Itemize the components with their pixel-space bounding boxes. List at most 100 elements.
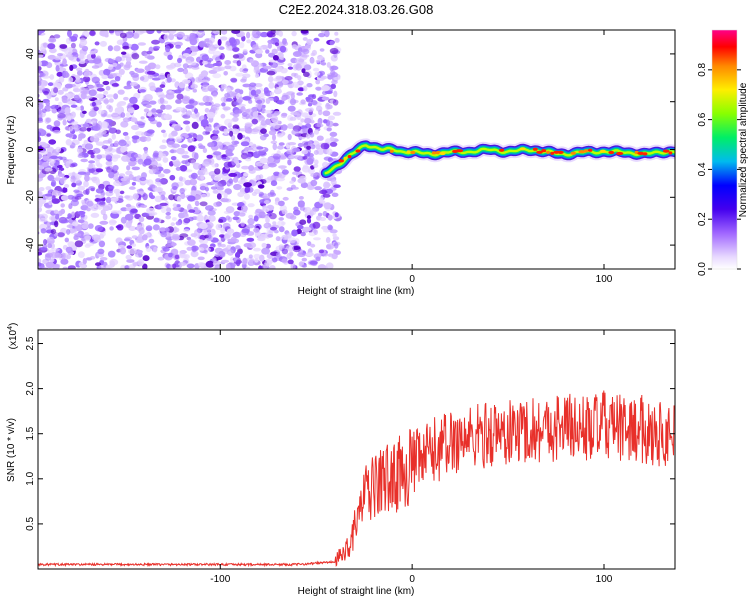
- noise-speckle: [281, 258, 288, 264]
- noise-speckle: [204, 101, 212, 106]
- y-tick-label: 20: [25, 96, 36, 108]
- noise-speckle: [95, 168, 104, 173]
- noise-speckle: [274, 42, 280, 47]
- noise-speckle: [118, 68, 125, 75]
- noise-speckle: [175, 221, 181, 226]
- noise-speckle: [263, 207, 270, 212]
- noise-speckle: [55, 213, 60, 220]
- noise-speckle: [144, 94, 153, 101]
- noise-speckle: [310, 243, 316, 248]
- noise-speckle: [272, 153, 281, 160]
- noise-speckle: [38, 153, 43, 160]
- noise-speckle: [77, 135, 83, 141]
- noise-speckle: [310, 173, 318, 178]
- noise-speckle: [286, 187, 293, 192]
- signal-peak: [583, 149, 589, 153]
- noise-speckle: [146, 207, 155, 214]
- snr-y-multiplier: (x104): [7, 323, 19, 350]
- noise-speckle: [70, 42, 76, 49]
- noise-speckle: [322, 193, 331, 198]
- noise-speckle: [300, 182, 308, 189]
- noise-speckle: [259, 31, 269, 38]
- noise-speckle: [113, 93, 119, 100]
- noise-speckle: [46, 236, 55, 242]
- noise-speckle: [264, 110, 273, 114]
- noise-speckle: [75, 106, 82, 111]
- noise-speckle: [139, 89, 146, 93]
- noise-speckle: [278, 200, 285, 207]
- noise-speckle: [232, 124, 240, 130]
- noise-speckle: [60, 258, 69, 265]
- noise-speckle: [149, 184, 156, 189]
- noise-speckle: [156, 121, 162, 128]
- noise-speckle: [64, 184, 70, 188]
- noise-speckle: [302, 164, 309, 170]
- noise-speckle: [214, 183, 223, 188]
- noise-speckle: [64, 83, 73, 89]
- noise-speckle: [84, 235, 92, 241]
- noise-speckle: [70, 177, 76, 183]
- noise-speckle: [168, 132, 174, 140]
- noise-speckle: [190, 84, 198, 89]
- noise-speckle: [219, 36, 228, 41]
- signal-peak: [536, 150, 543, 154]
- noise-speckle: [282, 38, 287, 45]
- noise-speckle: [200, 174, 205, 180]
- noise-speckle: [244, 193, 250, 200]
- noise-speckle: [64, 126, 71, 131]
- noise-speckle: [114, 76, 121, 82]
- noise-speckle: [156, 181, 162, 187]
- noise-speckle: [82, 110, 87, 115]
- noise-speckle: [115, 56, 122, 62]
- noise-speckle: [137, 42, 146, 46]
- noise-speckle: [67, 30, 72, 38]
- noise-speckle: [85, 95, 93, 100]
- noise-speckle: [77, 70, 83, 76]
- noise-speckle: [61, 176, 68, 181]
- noise-speckle: [332, 111, 342, 116]
- noise-speckle: [43, 239, 48, 245]
- noise-speckle: [322, 210, 328, 217]
- noise-speckle: [305, 107, 314, 112]
- noise-speckle: [113, 188, 121, 194]
- noise-speckle: [318, 249, 325, 254]
- noise-speckle: [309, 260, 318, 265]
- noise-speckle: [329, 131, 338, 137]
- noise-speckle: [51, 108, 57, 114]
- signal-peak: [616, 151, 624, 156]
- noise-speckle: [253, 67, 260, 74]
- noise-speckle: [74, 196, 82, 200]
- noise-speckle: [103, 68, 111, 76]
- noise-speckle: [50, 182, 56, 187]
- noise-speckle: [232, 231, 241, 238]
- noise-speckle: [326, 62, 331, 68]
- noise-speckle: [278, 165, 287, 169]
- signal-peak: [519, 147, 526, 151]
- noise-speckle: [313, 129, 319, 135]
- signal-band: [324, 144, 675, 175]
- noise-speckle: [207, 142, 215, 148]
- noise-speckle: [275, 61, 285, 66]
- noise-speckle: [51, 190, 60, 197]
- noise-speckle: [99, 257, 108, 261]
- noise-speckle: [132, 262, 138, 267]
- noise-speckle: [315, 144, 321, 150]
- noise-speckle: [80, 105, 84, 111]
- noise-speckle: [239, 41, 245, 49]
- noise-speckle: [125, 31, 134, 39]
- spectrogram-x-axis: -100 0 100: [210, 30, 613, 285]
- colorbar-label: Normalized spectral amplitude: [738, 82, 749, 217]
- noise-speckle: [317, 56, 326, 61]
- noise-speckle: [248, 254, 253, 259]
- noise-speckle: [92, 58, 102, 64]
- noise-speckle: [302, 48, 310, 55]
- noise-speckle: [222, 106, 231, 111]
- noise-speckle: [315, 59, 320, 63]
- noise-speckle: [163, 100, 169, 104]
- noise-speckle: [319, 216, 327, 222]
- noise-speckle: [48, 200, 53, 206]
- noise-speckle: [246, 39, 252, 44]
- noise-speckle: [205, 205, 214, 211]
- noise-speckle: [293, 166, 301, 172]
- noise-speckle: [96, 93, 104, 98]
